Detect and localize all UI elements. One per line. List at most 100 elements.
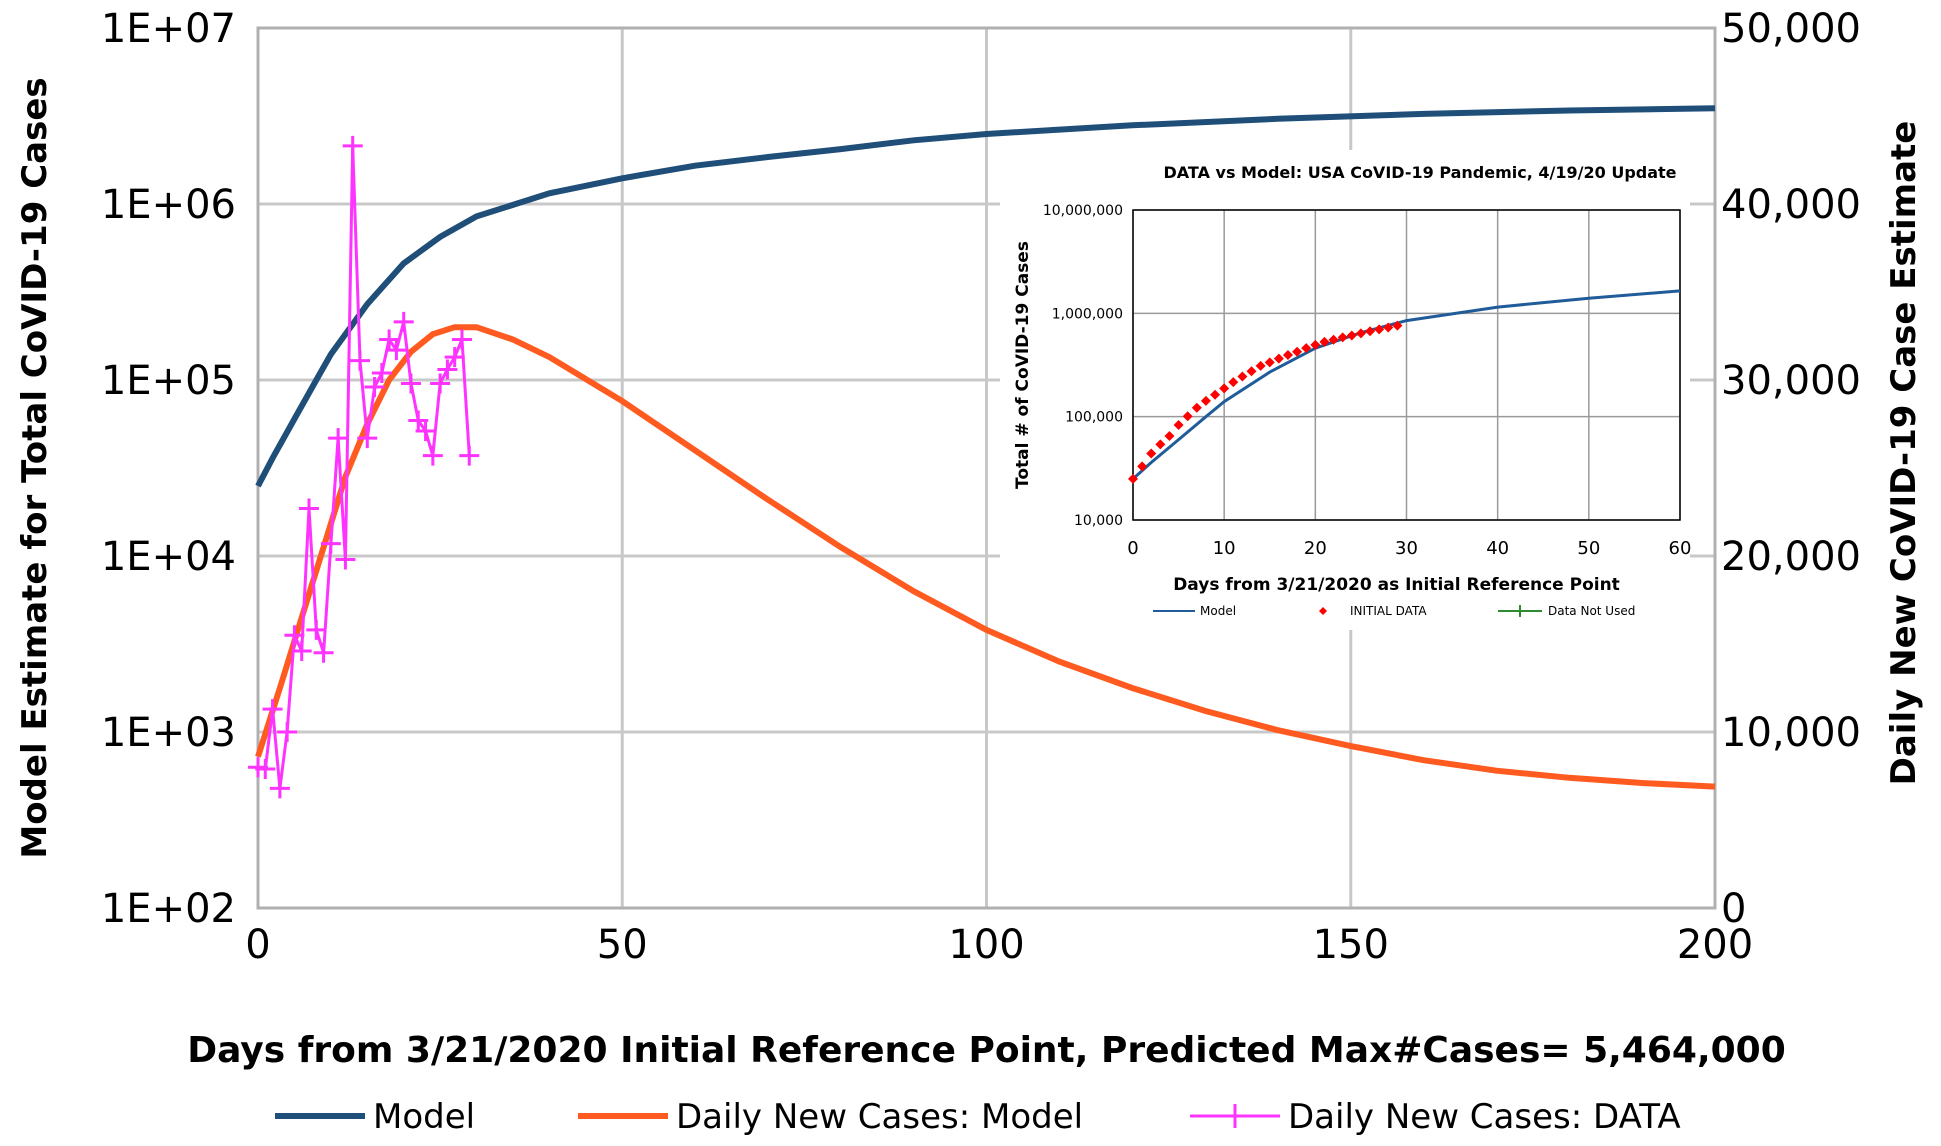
daily-data-point — [408, 410, 429, 431]
inset-data-point — [1182, 411, 1193, 422]
daily-data-point — [328, 428, 349, 449]
y-right-tick-label: 50,000 — [1721, 6, 1861, 52]
x-tick-label: 200 — [1677, 922, 1753, 968]
daily-data-point — [357, 428, 378, 449]
inset-data-point — [1273, 353, 1284, 364]
daily-data-point — [393, 311, 414, 332]
y-right-tick-label: 40,000 — [1721, 182, 1861, 228]
plot-border — [256, 26, 1717, 910]
series-daily-model-line — [255, 324, 1716, 790]
daily-data-point — [379, 329, 400, 350]
inset-y-tick-label: 1,000,000 — [1052, 306, 1123, 322]
inset-data-point — [1337, 332, 1348, 343]
inset-data-point — [1237, 371, 1248, 382]
inset-title: DATA vs Model: USA CoVID-19 Pandemic, 4/… — [1163, 163, 1676, 182]
y-right-tick-label: 20,000 — [1721, 534, 1861, 580]
x-tick-label: 0 — [245, 922, 270, 968]
inset-data-point — [1392, 320, 1403, 331]
inset-data-point — [1374, 324, 1385, 335]
inset-data-point — [1246, 366, 1257, 377]
inset-x-tick-label: 40 — [1486, 538, 1509, 559]
y-left-axis-title: Model Estimate for Total CoVID-19 Cases — [15, 77, 55, 858]
inset-chart: DATA vs Model: USA CoVID-19 Pandemic, 4/… — [1000, 150, 1691, 630]
x-tick-label: 150 — [1313, 922, 1389, 968]
inset-series-model-line — [1131, 289, 1681, 481]
daily-data-point — [371, 362, 392, 383]
inset-x-axis-title: Days from 3/21/2020 as Initial Reference… — [1173, 575, 1620, 595]
y-right-axis-title: Daily New CoVID-19 Case Estimate — [1884, 121, 1924, 786]
inset-y-tick-label: 100,000 — [1065, 410, 1123, 426]
inset-data-point — [1228, 377, 1239, 388]
y-left-tick-label: 1E+02 — [101, 886, 236, 932]
legend-label: Daily New Cases: DATA — [1288, 1097, 1681, 1137]
inset-data-point — [1355, 328, 1366, 339]
inset-legend-label: Data Not Used — [1548, 604, 1635, 618]
inset-data-point — [1255, 360, 1266, 371]
legend-label: Model — [373, 1097, 475, 1137]
inset-y-axis-title: Total # of CoVID-19 Cases — [1013, 241, 1033, 489]
x-axis-title: Days from 3/21/2020 Initial Reference Po… — [187, 1030, 1786, 1071]
inset-data-point — [1155, 439, 1166, 450]
y-right-tick-label: 30,000 — [1721, 358, 1861, 404]
inset-data-point — [1319, 336, 1330, 347]
inset-data-point — [1210, 389, 1221, 400]
inset-legend-label: INITIAL DATA — [1350, 604, 1427, 618]
inset-data-point — [1365, 326, 1376, 337]
inset-x-tick-label: 30 — [1395, 538, 1418, 559]
daily-data-point — [415, 421, 436, 442]
daily-data-point — [335, 549, 356, 570]
daily-data-point — [459, 445, 480, 466]
series-model-line — [255, 105, 1716, 488]
daily-data-point — [269, 778, 290, 799]
y-right-tick-label: 10,000 — [1721, 710, 1861, 756]
daily-data-point — [430, 373, 451, 394]
inset-data-point — [1128, 473, 1138, 484]
inset-data-point — [1301, 343, 1312, 354]
inset-data-point — [1383, 322, 1394, 333]
inset-legend-marker — [1319, 607, 1327, 615]
inset-data-point — [1282, 350, 1293, 361]
inset-data-point — [1328, 334, 1339, 345]
x-tick-label: 50 — [597, 922, 648, 968]
legend-marker — [1223, 1104, 1247, 1128]
y-left-tick-label: 1E+04 — [101, 534, 236, 580]
daily-data-point — [364, 377, 385, 398]
inset-x-tick-label: 50 — [1577, 538, 1600, 559]
inset-x-tick-label: 0 — [1127, 538, 1138, 559]
inset-data-point — [1173, 420, 1184, 431]
legend-label: Daily New Cases: Model — [676, 1097, 1083, 1137]
daily-data-point — [342, 135, 363, 156]
daily-data-point — [255, 758, 276, 779]
y-right-tick-label: 0 — [1721, 886, 1746, 932]
y-left-tick-label: 1E+07 — [101, 6, 236, 52]
daily-data-point — [320, 533, 341, 554]
daily-data-point — [422, 445, 443, 466]
inset-x-tick-label: 10 — [1213, 538, 1236, 559]
daily-data-point — [298, 498, 319, 519]
inset-data-point — [1310, 339, 1321, 350]
daily-data-point — [284, 625, 305, 646]
inset-data-point — [1200, 395, 1211, 406]
daily-data-point — [291, 641, 312, 662]
daily-data-point — [386, 340, 407, 361]
daily-data-point — [444, 347, 465, 368]
inset-data-point — [1164, 430, 1175, 441]
inset-data-point — [1137, 461, 1148, 472]
daily-data-point — [437, 359, 458, 380]
daily-data-point — [451, 329, 472, 350]
inset-data-point — [1146, 448, 1157, 459]
daily-data-point — [262, 699, 283, 720]
inset-legend-marker — [1514, 605, 1526, 617]
inset-data-point — [1264, 357, 1275, 368]
inset-data-point — [1292, 346, 1303, 357]
inset-y-tick-label: 10,000,000 — [1043, 203, 1123, 219]
y-left-tick-label: 1E+06 — [101, 182, 236, 228]
inset-data-point — [1346, 330, 1357, 341]
y-left-tick-label: 1E+03 — [101, 710, 236, 756]
inset-data-point — [1219, 383, 1230, 394]
daily-data-point — [306, 619, 327, 640]
daily-data-point — [349, 350, 370, 371]
daily-data-point — [277, 722, 298, 742]
inset-background — [1000, 150, 1690, 630]
